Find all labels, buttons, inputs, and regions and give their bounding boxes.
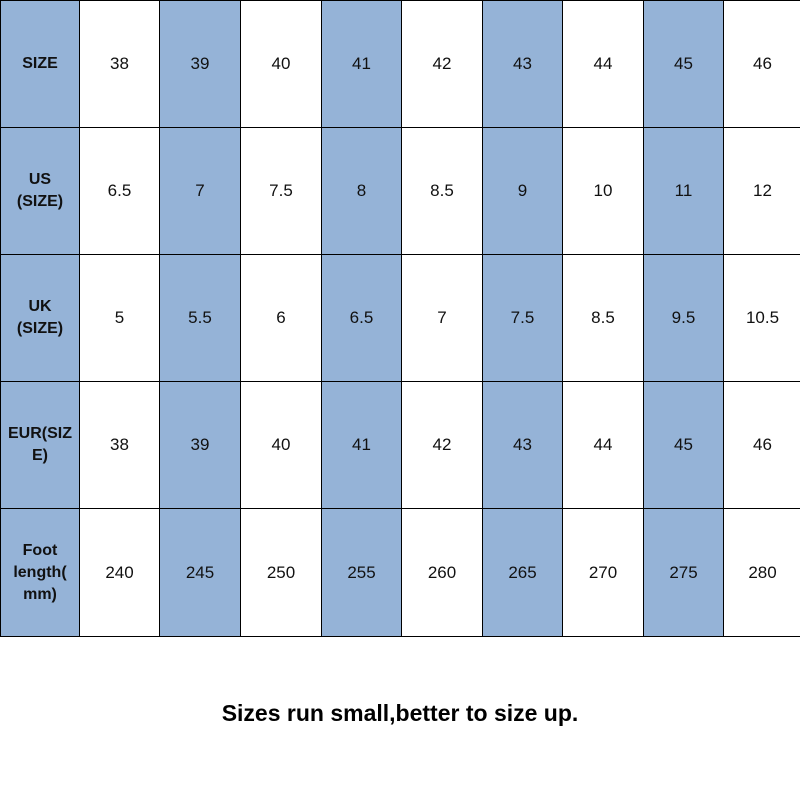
table-cell: 9 xyxy=(482,127,563,255)
table-cell: 41 xyxy=(321,0,402,128)
table-cell: 38 xyxy=(79,0,160,128)
row-header: EUR(SIZ E) xyxy=(0,381,80,509)
table-cell: 250 xyxy=(240,508,322,637)
table-cell: 265 xyxy=(482,508,563,637)
table-cell: 7 xyxy=(401,254,483,382)
table-cell: 255 xyxy=(321,508,402,637)
table-cell: 270 xyxy=(562,508,644,637)
table-cell: 5 xyxy=(79,254,160,382)
table-cell: 12 xyxy=(723,127,800,255)
footer-note: Sizes run small,better to size up. xyxy=(221,700,579,726)
table-cell: 10.5 xyxy=(723,254,800,382)
table-cell: 45 xyxy=(643,381,724,509)
table-cell: 6 xyxy=(240,254,322,382)
table-cell: 42 xyxy=(401,381,483,509)
table-cell: 43 xyxy=(482,381,563,509)
table-cell: 39 xyxy=(159,381,241,509)
table-cell: 5.5 xyxy=(159,254,241,382)
table-cell: 7.5 xyxy=(240,127,322,255)
table-cell: 44 xyxy=(562,381,644,509)
table-cell: 245 xyxy=(159,508,241,637)
table-cell: 8 xyxy=(321,127,402,255)
table-cell: 8.5 xyxy=(401,127,483,255)
table-cell: 40 xyxy=(240,381,322,509)
table-cell: 38 xyxy=(79,381,160,509)
table-cell: 275 xyxy=(643,508,724,637)
row-header: UK (SIZE) xyxy=(0,254,80,382)
table-cell: 46 xyxy=(723,381,800,509)
table-cell: 41 xyxy=(321,381,402,509)
table-cell: 8.5 xyxy=(562,254,644,382)
table-cell: 7 xyxy=(159,127,241,255)
table-cell: 40 xyxy=(240,0,322,128)
table-cell: 7.5 xyxy=(482,254,563,382)
row-header: SIZE xyxy=(0,0,80,128)
table-cell: 260 xyxy=(401,508,483,637)
table-cell: 42 xyxy=(401,0,483,128)
table-cell: 45 xyxy=(643,0,724,128)
table-cell: 46 xyxy=(723,0,800,128)
table-cell: 6.5 xyxy=(321,254,402,382)
table-cell: 240 xyxy=(79,508,160,637)
table-cell: 11 xyxy=(643,127,724,255)
row-header: Foot length( mm) xyxy=(0,508,80,637)
row-header: US (SIZE) xyxy=(0,127,80,255)
table-cell: 280 xyxy=(723,508,800,637)
table-cell: 44 xyxy=(562,0,644,128)
table-cell: 43 xyxy=(482,0,563,128)
table-cell: 10 xyxy=(562,127,644,255)
table-cell: 6.5 xyxy=(79,127,160,255)
table-cell: 9.5 xyxy=(643,254,724,382)
table-cell: 39 xyxy=(159,0,241,128)
